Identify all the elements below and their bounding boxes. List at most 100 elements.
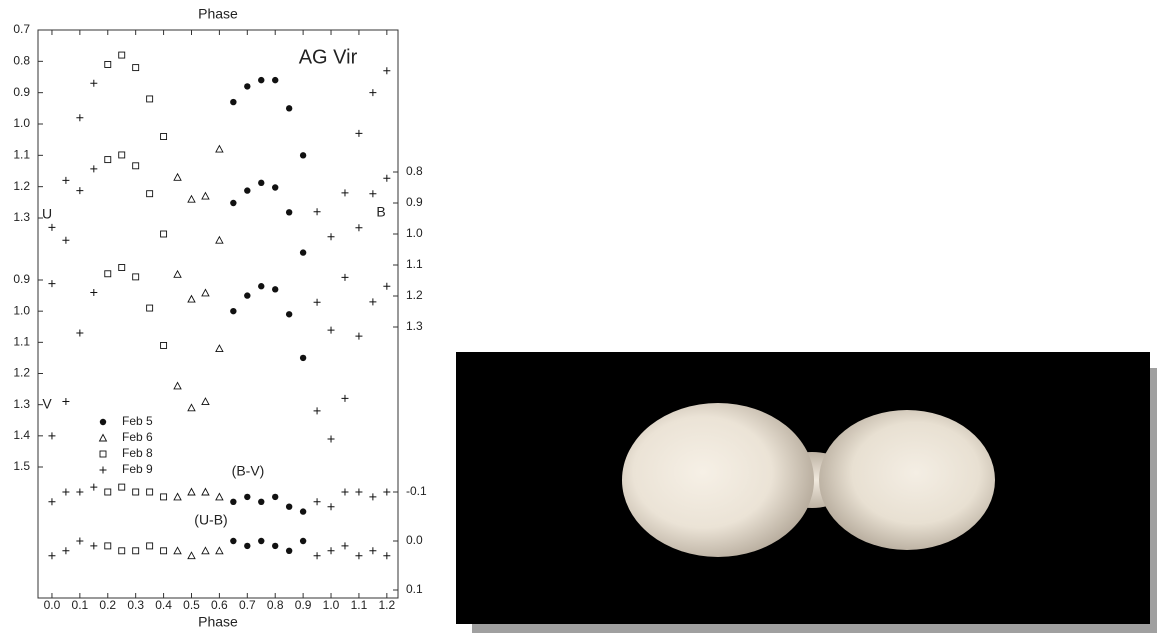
y2-tick-label: -0.1 (406, 484, 427, 498)
point (328, 233, 335, 240)
point (258, 538, 264, 544)
point (216, 547, 223, 554)
x-tick-label: 0.5 (183, 598, 200, 612)
point (161, 342, 167, 348)
y-tick-label: 1.5 (13, 459, 30, 473)
point (105, 61, 111, 67)
point (341, 395, 348, 402)
point (355, 130, 362, 137)
point (244, 292, 250, 298)
point (314, 299, 321, 306)
x-tick-label: 1.1 (351, 598, 368, 612)
point (90, 484, 97, 491)
series-label: B (376, 204, 385, 220)
point (216, 493, 223, 500)
point (369, 547, 376, 554)
y-tick-label: 1.1 (13, 335, 30, 349)
y-tick-label: 0.9 (13, 85, 30, 99)
point (216, 345, 223, 352)
point (105, 157, 111, 163)
legend-label: Feb 9 (122, 462, 153, 476)
legend-label: Feb 6 (122, 430, 153, 444)
x-tick-label: 0.6 (211, 598, 228, 612)
point (230, 308, 236, 314)
legend-label: Feb 5 (122, 414, 153, 428)
primary-star (622, 403, 814, 557)
point (202, 398, 209, 405)
x-tick-label: 0.4 (155, 598, 172, 612)
point (174, 271, 181, 278)
legend-marker (100, 467, 107, 474)
point (300, 152, 306, 158)
point (272, 77, 278, 83)
point (355, 333, 362, 340)
point (133, 163, 139, 169)
point (105, 489, 111, 495)
point (328, 435, 335, 442)
point (216, 237, 223, 244)
point (62, 547, 69, 554)
point (258, 283, 264, 289)
point (133, 274, 139, 280)
point (341, 274, 348, 281)
point (76, 489, 83, 496)
x-tick-label: 0.1 (72, 598, 89, 612)
point (62, 177, 69, 184)
series-label: (U-B) (194, 512, 227, 528)
legend-marker (100, 451, 106, 457)
point (328, 547, 335, 554)
y2-tick-label: 0.9 (406, 195, 423, 209)
point (119, 152, 125, 158)
point (90, 289, 97, 296)
point (48, 498, 55, 505)
y2-tick-label: 1.3 (406, 319, 423, 333)
y-tick-label: 0.7 (13, 22, 30, 36)
x-tick-label: 0.7 (239, 598, 256, 612)
point (341, 542, 348, 549)
point (119, 548, 125, 554)
legend-marker (100, 435, 107, 442)
point (202, 193, 209, 200)
point (314, 208, 321, 215)
point (244, 83, 250, 89)
x-tick-label: 0.9 (295, 598, 312, 612)
x-tick-label: 0.0 (44, 598, 61, 612)
point (230, 499, 236, 505)
point (202, 489, 209, 496)
point (258, 180, 264, 186)
point (48, 552, 55, 559)
point (369, 493, 376, 500)
point (133, 489, 139, 495)
y2-tick-label: 1.0 (406, 226, 423, 240)
point (369, 89, 376, 96)
point (161, 548, 167, 554)
point (147, 489, 153, 495)
y2-tick-label: 1.2 (406, 288, 423, 302)
point (369, 190, 376, 197)
star-name: AG Vir (299, 46, 358, 68)
point (188, 196, 195, 203)
point (76, 114, 83, 121)
y-tick-label: 1.2 (13, 366, 30, 380)
point (119, 265, 125, 271)
point (119, 52, 125, 58)
point (105, 543, 111, 549)
point (202, 547, 209, 554)
point (286, 209, 292, 215)
point (314, 552, 321, 559)
point (76, 329, 83, 336)
point (314, 407, 321, 414)
y2-tick-label: 1.1 (406, 257, 423, 271)
x-tick-label: 1.2 (378, 598, 395, 612)
point (244, 543, 250, 549)
point (244, 494, 250, 500)
point (369, 298, 376, 305)
point (286, 105, 292, 111)
point (383, 283, 390, 290)
point (341, 489, 348, 496)
point (188, 489, 195, 496)
point (355, 224, 362, 231)
point (90, 542, 97, 549)
series-label: (B-V) (232, 463, 265, 479)
point (286, 504, 292, 510)
